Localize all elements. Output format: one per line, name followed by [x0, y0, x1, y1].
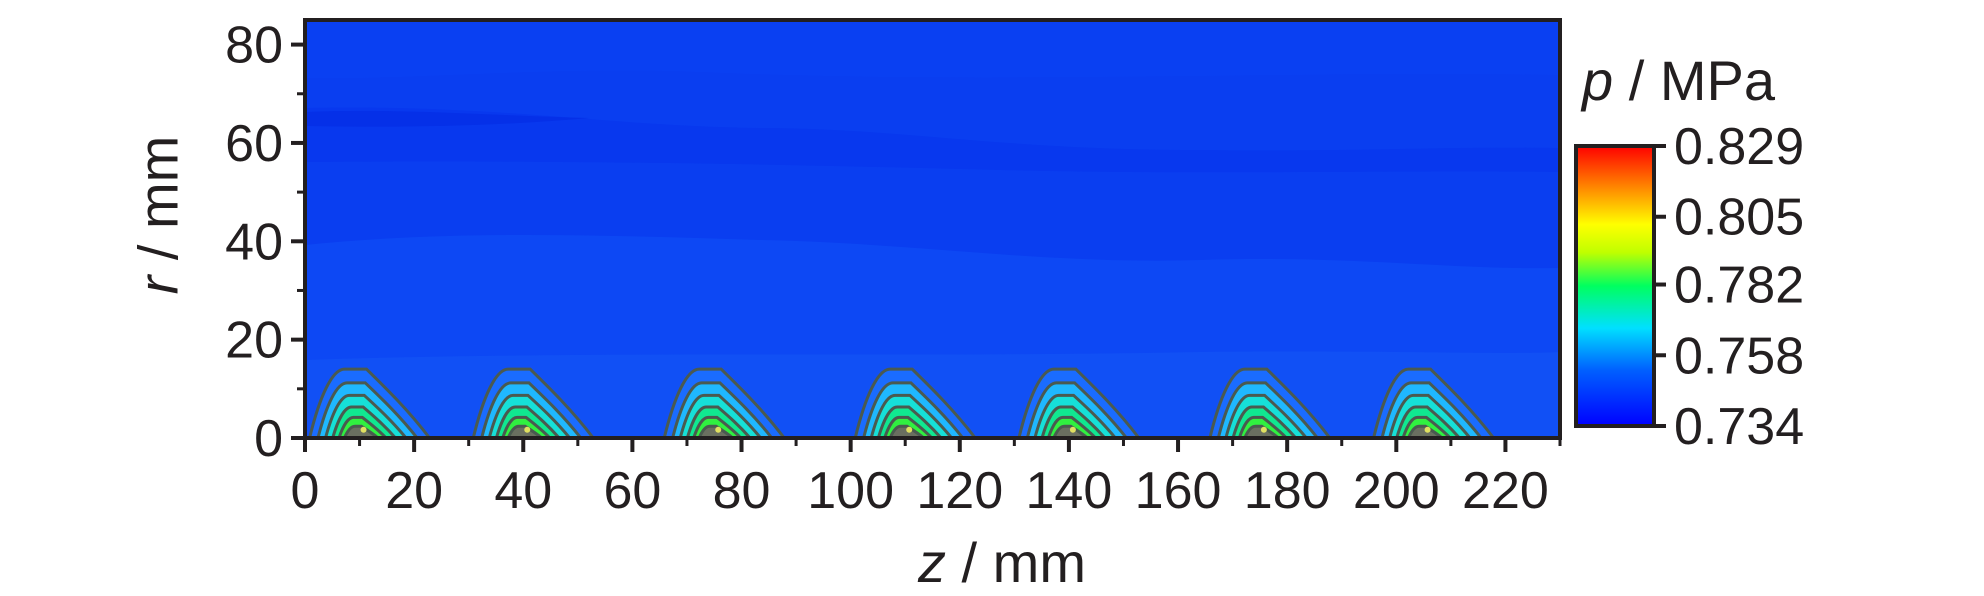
x-tick-label: 220 [1462, 462, 1549, 520]
x-axis-unit: / mm [946, 531, 1086, 594]
x-tick-label: 160 [1135, 462, 1222, 520]
field-band-top [305, 20, 1560, 79]
colorbar-tick-label: 0.758 [1674, 327, 1804, 385]
colorbar-axis: 0.734 0.758 0.782 0.805 0.829 [1654, 118, 1804, 456]
y-axis-title: r / mm [126, 136, 191, 295]
y-axis: 0 20 40 60 80 [225, 17, 305, 468]
peak-contour [1243, 424, 1281, 438]
y-tick-label: 20 [225, 312, 283, 370]
x-tick-label: 120 [916, 462, 1003, 520]
y-tick-label: 60 [225, 115, 283, 173]
peak-core [715, 426, 722, 433]
peak-core [1260, 426, 1267, 433]
peak-contour [888, 424, 927, 438]
x-axis-variable: z [918, 531, 946, 594]
colorbar-tick-label: 0.829 [1674, 118, 1804, 176]
colorbar-title: p / MPa [1582, 48, 1775, 113]
x-tick-label: 200 [1353, 462, 1440, 520]
field-band-darkest [305, 110, 590, 127]
pressure-peak [1017, 367, 1141, 438]
colorbar-tick-label: 0.782 [1674, 257, 1804, 315]
x-tick-label: 20 [385, 462, 443, 520]
colorbar-unit: / MPa [1613, 49, 1775, 112]
peak-core [906, 426, 913, 433]
field-band-dark [305, 107, 1560, 173]
y-axis-unit: / mm [126, 135, 190, 276]
x-tick-label: 80 [713, 462, 771, 520]
peak-contour [697, 424, 736, 438]
pressure-peak [1208, 367, 1332, 438]
pressure-peaks [308, 367, 1496, 438]
pressure-peak [1372, 367, 1496, 438]
y-tick-label: 80 [225, 17, 283, 75]
colorbar-variable: p [1582, 49, 1614, 112]
x-tick-label: 40 [494, 462, 552, 520]
y-axis-variable: r [126, 275, 190, 295]
x-axis-title: z / mm [918, 530, 1086, 595]
pressure-peak [308, 367, 432, 438]
x-tick-label: 140 [1026, 462, 1113, 520]
peak-contour [1406, 424, 1445, 438]
peak-contour [342, 424, 381, 438]
x-tick-label: 180 [1244, 462, 1331, 520]
plot-frame [303, 18, 1562, 440]
x-axis: 0 20 40 60 80 100 120 140 160 180 200 220 [291, 438, 1562, 520]
peak-core [1424, 426, 1431, 433]
colorbar [1574, 144, 1656, 428]
colorbar-tick-label: 0.805 [1674, 189, 1804, 247]
y-tick-label: 0 [254, 410, 283, 468]
x-tick-label: 100 [807, 462, 894, 520]
x-tick-label: 0 [291, 462, 320, 520]
peak-core [1069, 426, 1076, 433]
pressure-peak [853, 367, 978, 438]
pressure-peak [471, 367, 596, 438]
x-tick-label: 60 [603, 462, 661, 520]
peak-core [360, 426, 367, 433]
pressure-peak [662, 367, 787, 438]
peak-contour [1052, 424, 1090, 438]
peak-contour [506, 424, 545, 438]
peak-core [524, 426, 531, 433]
colorbar-tick-label: 0.734 [1674, 398, 1804, 456]
y-tick-label: 40 [225, 213, 283, 271]
